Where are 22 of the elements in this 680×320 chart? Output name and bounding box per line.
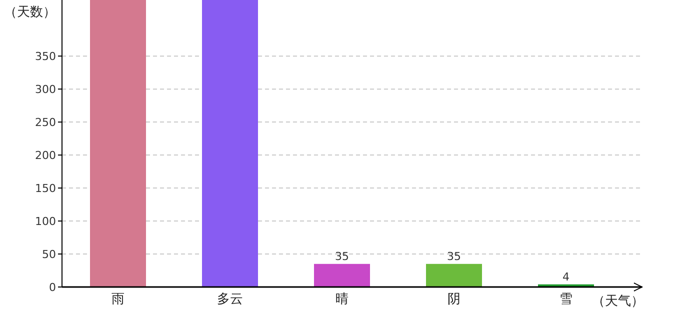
bar: [90, 0, 146, 287]
x-axis-title: （天气）: [592, 294, 644, 309]
data-label: 35: [335, 250, 349, 263]
y-tick-label: 300: [35, 83, 56, 96]
y-tick-label: 350: [35, 50, 56, 64]
bar: [426, 264, 482, 287]
x-tick-label: 阴: [448, 292, 460, 307]
y-axis-title: （天数）: [4, 5, 56, 20]
bar: [202, 0, 258, 287]
y-tick-label: 50: [42, 248, 56, 262]
x-tick-label: 雨: [112, 292, 124, 307]
bar: [314, 264, 370, 287]
x-tick-label: 雪: [560, 292, 572, 307]
data-label: 4: [562, 270, 570, 284]
y-tick-label: 100: [35, 215, 56, 228]
y-tick-label: 0: [49, 281, 56, 294]
data-label: 35: [447, 250, 461, 263]
y-tick-label: 150: [35, 182, 56, 196]
x-tick-label: 多云: [217, 292, 243, 307]
y-tick-label: 200: [35, 149, 56, 162]
y-tick-label: 250: [35, 116, 56, 130]
x-tick-label: 晴: [336, 292, 348, 307]
